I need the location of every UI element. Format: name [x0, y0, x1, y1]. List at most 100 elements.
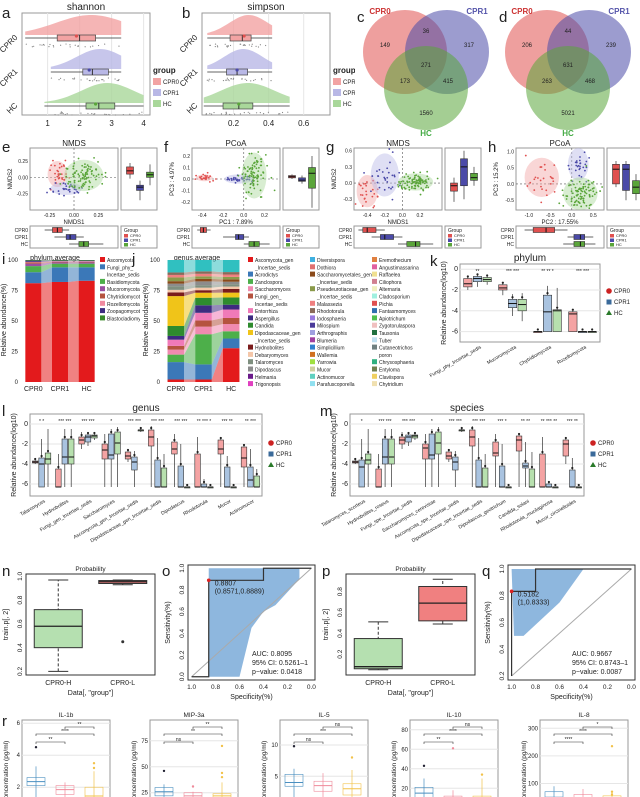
- mean-point: [476, 273, 479, 276]
- sample-point-CPR1: [585, 160, 588, 163]
- sample-point-HC: [91, 185, 94, 188]
- sample-point-CPR0: [200, 175, 203, 178]
- alluvial-band: [41, 260, 52, 261]
- sample-point-HC: [400, 186, 403, 189]
- legend-label: Dipodascus: [255, 368, 282, 374]
- group-label: CPR0: [339, 228, 353, 234]
- y-tick-label: 0.1: [183, 166, 190, 172]
- legend-triangle-icon: [268, 462, 274, 467]
- sample-point-CPR0: [545, 194, 548, 197]
- y-tick-label: 25: [11, 350, 18, 356]
- sample-point-HC: [601, 186, 604, 188]
- y-tick-label: 1.0: [179, 563, 186, 572]
- sample-point-HC: [573, 201, 576, 204]
- ci-label: 95% CI: 0.8743–1: [572, 660, 628, 667]
- panel-letter: p: [322, 563, 330, 580]
- y-axis-label: NMDS2: [8, 168, 14, 190]
- legend-swatch: [310, 366, 315, 372]
- mean-point: [477, 456, 480, 460]
- box-CPR1: [358, 459, 365, 488]
- significance-label: *** ***: [379, 419, 392, 425]
- sample-point-HC: [417, 185, 420, 188]
- bar-segment: [78, 260, 95, 262]
- box-CPR1: [224, 466, 231, 488]
- sample-point-CPR1: [63, 188, 65, 191]
- sample-point-HC: [588, 189, 591, 192]
- sample-point-HC: [258, 166, 260, 169]
- x-tick-label: 0.25: [94, 213, 104, 219]
- legend-label: CPR1: [163, 91, 180, 97]
- legend-label: Alternaria: [379, 287, 401, 293]
- legend-label: Saccharomycetales_gen: [317, 273, 372, 279]
- venn-set-label: CPR1: [466, 7, 488, 16]
- bar-segment: [25, 262, 42, 264]
- bottom-box-CPR1: [65, 234, 77, 240]
- jitter-point: [97, 44, 100, 47]
- box-HC: [602, 795, 622, 797]
- venn-count: 317: [464, 43, 475, 49]
- x-axis-label: PC1 : 7.89%: [219, 220, 253, 226]
- y-tick-label: 50: [11, 319, 18, 325]
- legend-box: [282, 225, 320, 249]
- sample-point-HC: [65, 175, 68, 178]
- sample-point-HC: [81, 164, 84, 167]
- y-tick-label: 0.6: [17, 619, 24, 628]
- alluvial-band: [184, 297, 196, 336]
- significance-label: ** *** *: [197, 419, 212, 425]
- venn-count: 5021: [561, 111, 575, 117]
- panel-letter: h: [488, 139, 496, 156]
- sample-point-HC: [246, 170, 249, 172]
- sample-point-HC: [573, 183, 575, 186]
- sample-point-HC: [89, 168, 91, 171]
- y-tick-label: -4: [452, 308, 458, 315]
- box-CPR0: [240, 446, 248, 468]
- legend-label: Entorrhiza: [255, 309, 278, 315]
- sample-point-HC: [251, 173, 253, 176]
- sample-point-HC: [400, 180, 403, 183]
- jitter-point: [211, 113, 213, 115]
- alluvial-band: [211, 284, 223, 288]
- jitter-point: [118, 45, 120, 47]
- jitter-point: [57, 114, 59, 116]
- bar-segment: [222, 338, 240, 349]
- sample-point-CPR0: [524, 154, 527, 157]
- bar-segment: [167, 379, 185, 382]
- sample-point-HC: [585, 188, 588, 191]
- sample-point-CPR1: [226, 178, 229, 181]
- legend-label: Zoopagomycota: [107, 309, 140, 315]
- alluvial-band: [184, 320, 196, 350]
- panel-o-roc: o 0.8807 (0.8571,0.8889) AUC: 0.8095 95% CI:…: [160, 560, 320, 710]
- x-tick-label: 0.0: [399, 213, 406, 219]
- mean-point: [87, 68, 91, 72]
- bar-segment: [167, 274, 185, 278]
- sample-point-HC: [589, 189, 592, 192]
- panel-letter: f: [164, 139, 169, 156]
- box-CPR1: [82, 68, 109, 76]
- legend-label: HC: [276, 463, 285, 469]
- legend-label: CPR1: [616, 238, 627, 243]
- jitter-point: [102, 79, 104, 81]
- sample-point-CPR0: [212, 179, 215, 182]
- jitter-point: [267, 111, 270, 113]
- x-axis-label: NMDS1: [63, 220, 85, 226]
- sample-point-HC: [411, 178, 414, 181]
- legend-label: Pseudeurotiaceae_gen: [317, 287, 369, 293]
- y-axis-label: PC3 : 4.97%: [170, 161, 176, 195]
- bar-segment: [222, 286, 240, 289]
- x-tick-label: Chytridiomycota: [518, 344, 552, 367]
- y-tick-label: 0.2: [179, 650, 186, 659]
- panel-c-venn: c CPR0 CPR1 HC 149 317 1560 36 173 415 271: [355, 0, 495, 138]
- y-tick-label: -0.25: [17, 192, 29, 198]
- sample-point-CPR0: [54, 178, 57, 181]
- y-tick-label: 25: [141, 791, 148, 797]
- panel-letter: a: [2, 5, 11, 22]
- sample-point-HC: [78, 187, 81, 189]
- sample-point-HC: [80, 171, 83, 174]
- y-tick-label: 0.6: [345, 149, 352, 155]
- sample-point-CPR0: [361, 194, 364, 197]
- mean-point: [547, 480, 550, 484]
- legend-circle-icon: [606, 288, 612, 294]
- significance-label: ** *** **: [541, 419, 557, 425]
- sample-point-HC: [589, 203, 592, 206]
- significance-label: ns: [176, 737, 182, 743]
